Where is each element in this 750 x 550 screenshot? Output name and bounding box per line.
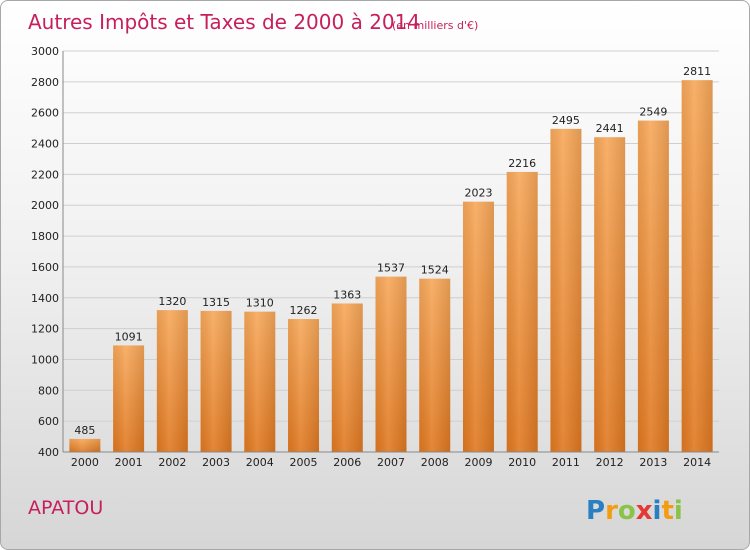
y-tick-label: 2400 <box>31 138 59 151</box>
x-tick-label: 2003 <box>202 456 230 469</box>
x-tick-label: 2009 <box>464 456 492 469</box>
bar-shading <box>681 80 713 453</box>
data-label: 485 <box>74 424 95 437</box>
bar-shading <box>462 201 494 452</box>
y-tick-label: 1600 <box>31 261 59 274</box>
data-label: 2495 <box>552 114 580 127</box>
bar-shading <box>331 303 363 452</box>
data-label: 1310 <box>246 297 274 310</box>
x-tick-label: 2008 <box>421 456 449 469</box>
bar-shading <box>200 310 232 452</box>
bar-shading <box>288 319 320 452</box>
chart-subtitle: (en milliers d'€) <box>392 19 478 32</box>
x-tick-label: 2014 <box>683 456 711 469</box>
logo-letter: x <box>636 496 653 526</box>
logo-letter: t <box>661 496 673 526</box>
commune-name: APATOU <box>28 497 103 519</box>
x-tick-label: 2007 <box>377 456 405 469</box>
bar-shading <box>419 278 451 452</box>
bar-shading <box>113 345 145 452</box>
data-label: 1315 <box>202 296 230 309</box>
y-tick-label: 2600 <box>31 107 59 120</box>
bar-shading <box>506 171 538 452</box>
data-label: 1537 <box>377 262 405 275</box>
y-tick-label: 1800 <box>31 230 59 243</box>
y-tick-label: 2800 <box>31 76 59 89</box>
x-tick-label: 2000 <box>71 456 99 469</box>
data-label: 1524 <box>421 264 449 277</box>
y-tick-label: 600 <box>38 415 59 428</box>
x-tick-label: 2001 <box>115 456 143 469</box>
x-tick-label: 2004 <box>246 456 274 469</box>
y-tick-label: 2200 <box>31 168 59 181</box>
bars <box>69 80 713 453</box>
data-label: 2441 <box>596 122 624 135</box>
x-axis-ticks: 2000 2001 2002 2003 2004 2005 2006 2007 2008 2009… <box>71 456 711 469</box>
x-tick-label: 2012 <box>596 456 624 469</box>
x-tick-label: 2002 <box>158 456 186 469</box>
bar-shading <box>156 310 188 452</box>
data-labels: 485 1091 1320 1315 1310 1262 1363 1537 1524 2023 2… <box>74 65 711 437</box>
x-tick-label: 2013 <box>639 456 667 469</box>
x-tick-label: 2011 <box>552 456 580 469</box>
data-label: 1091 <box>115 330 143 343</box>
data-label: 2549 <box>639 106 667 119</box>
x-tick-label: 2010 <box>508 456 536 469</box>
data-label: 1262 <box>290 304 318 317</box>
bar-shading <box>637 120 669 452</box>
data-label: 1363 <box>333 288 361 301</box>
bar-shading <box>594 137 626 452</box>
bar-shading <box>375 276 407 452</box>
x-tick-label: 2006 <box>333 456 361 469</box>
data-label: 2216 <box>508 157 536 170</box>
y-tick-label: 400 <box>38 446 59 459</box>
chart-title: Autres Impôts et Taxes de 2000 à 2014 <box>28 10 420 34</box>
y-tick-label: 800 <box>38 384 59 397</box>
logo-letter: P <box>586 496 605 526</box>
y-tick-label: 1000 <box>31 353 59 366</box>
y-tick-label: 2000 <box>31 199 59 212</box>
bar-shading <box>550 128 582 452</box>
y-tick-label: 3000 <box>31 45 59 58</box>
x-tick-label: 2005 <box>290 456 318 469</box>
y-axis-ticks: 400 600 800 1000 1200 1400 1600 1800 2000 2200 240… <box>31 45 59 459</box>
data-label: 2023 <box>464 187 492 200</box>
bar-shading <box>69 438 101 452</box>
bar-shading <box>244 311 276 452</box>
logo-letter: i <box>653 496 662 526</box>
data-label: 1320 <box>158 295 186 308</box>
y-tick-label: 1400 <box>31 292 59 305</box>
logo-letter: o <box>618 496 636 526</box>
y-tick-label: 1200 <box>31 323 59 336</box>
proxiti-logo: Proxiti <box>586 496 683 526</box>
logo-letter: r <box>605 496 618 526</box>
logo-letter: i <box>674 496 683 526</box>
data-label: 2811 <box>683 65 711 78</box>
